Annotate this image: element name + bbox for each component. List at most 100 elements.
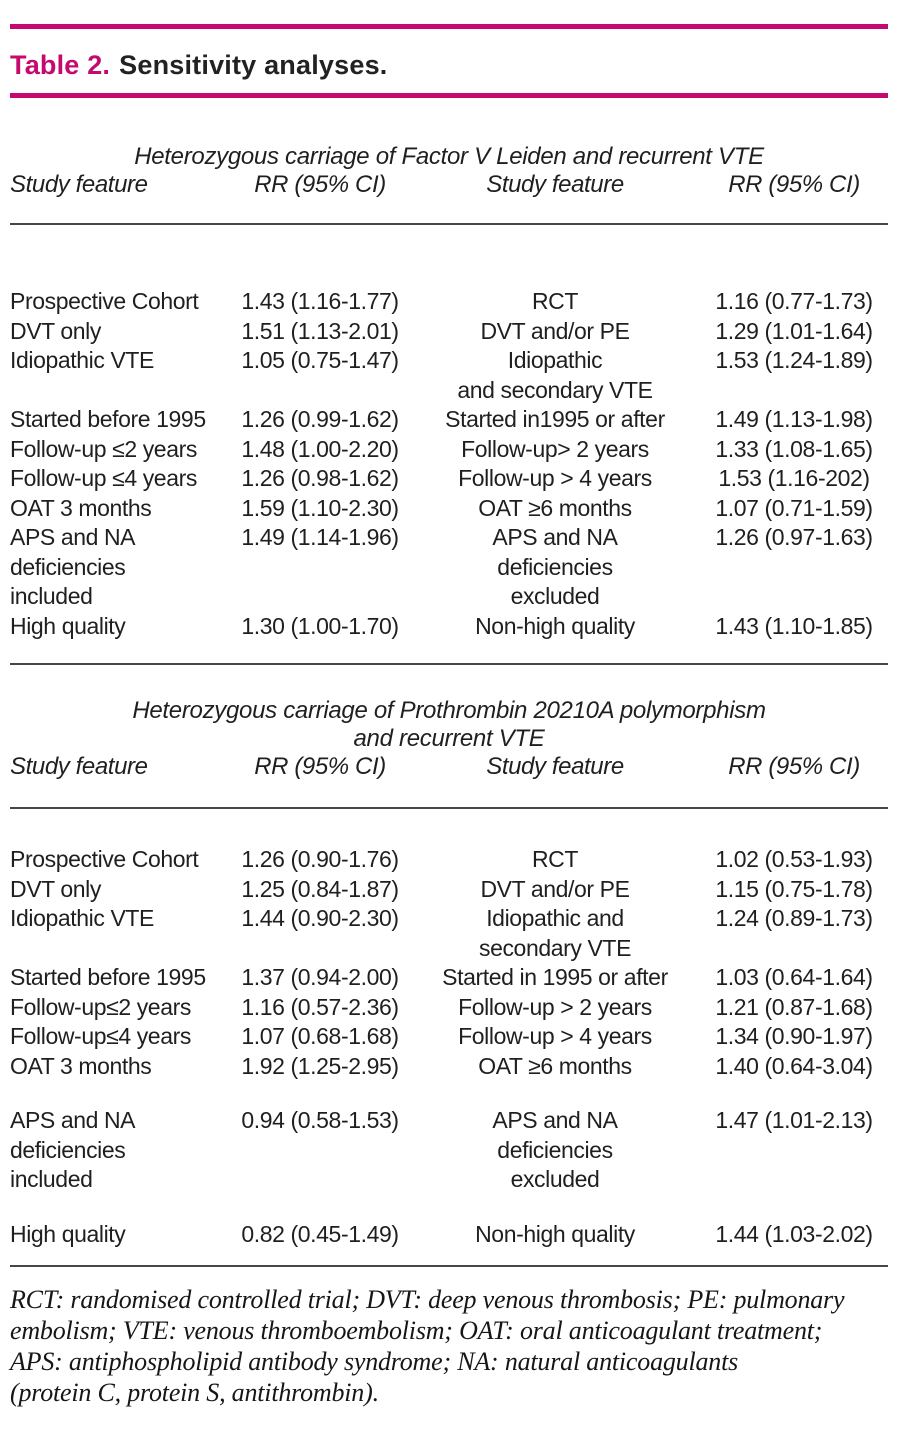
column-header: Study feature xyxy=(10,753,148,780)
rr-ci-cell: 1.53 (1.24-1.89) xyxy=(715,347,873,373)
feature-cell: DVT only xyxy=(10,317,101,344)
feature-cell: Follow-up> 2 years xyxy=(461,435,649,462)
column-header: Study feature xyxy=(486,753,624,780)
table-row: Follow-up≤2 years 1.16 (0.57-2.36) Follow-… xyxy=(10,993,888,1023)
table-2-figure: Table 2. Sensitivity analyses. Heterozygo… xyxy=(10,24,888,1408)
table-caption-text: Sensitivity analyses. xyxy=(119,50,388,80)
rr-ci-cell: 1.33 (1.08-1.65) xyxy=(715,435,873,462)
feature-cell: Follow-up≤2 years xyxy=(10,993,191,1020)
rr-ci-cell: 1.43 (1.10-1.85) xyxy=(715,612,873,639)
feature-cell: APS and NA deficiencies excluded xyxy=(492,524,618,609)
table-rule xyxy=(10,663,888,665)
rr-ci-cell: 1.15 (0.75-1.78) xyxy=(715,875,873,902)
feature-cell: Idiopathic VTE xyxy=(10,347,154,373)
rr-ci-cell: 1.30 (1.00-1.70) xyxy=(241,612,399,639)
panel-subtitle: Heterozygous carriage of Prothrombin 202… xyxy=(132,697,766,752)
panel-prothrombin-20210a: Heterozygous carriage of Prothrombin 202… xyxy=(10,697,888,1267)
column-header: RR (95% CI) xyxy=(254,171,386,198)
feature-cell: Prospective Cohort xyxy=(10,846,199,872)
rr-ci-cell: 1.02 (0.53-1.93) xyxy=(715,846,873,872)
feature-cell: Idiopathic and secondary VTE xyxy=(478,905,632,961)
rr-ci-cell: 1.92 (1.25-2.95) xyxy=(241,1052,399,1079)
rr-ci-cell: 1.49 (1.14-1.96) xyxy=(241,524,399,550)
abbreviations-footnote: RCT: randomised controlled trial; DVT: d… xyxy=(10,1285,845,1407)
feature-cell: High quality xyxy=(10,1220,126,1247)
feature-cell: DVT only xyxy=(10,875,101,902)
feature-cell: APS and NA deficiencies excluded xyxy=(492,1107,618,1192)
column-header: RR (95% CI) xyxy=(728,753,860,780)
feature-cell: Started before 1995 xyxy=(10,406,206,432)
table-row: OAT 3 months 1.92 (1.25-2.95) OAT ≥6 month… xyxy=(10,1052,888,1082)
feature-cell: Follow-up ≤4 years xyxy=(10,465,197,491)
table-body: Prospective Cohort 1.43 (1.16-1.77) RCT 1.1… xyxy=(10,287,888,641)
rr-ci-cell: 1.26 (0.99-1.62) xyxy=(241,406,399,432)
feature-cell: Started before 1995 xyxy=(10,964,206,990)
rr-ci-cell: 1.16 (0.57-2.36) xyxy=(241,993,399,1020)
column-header: Study feature xyxy=(10,171,148,198)
rr-ci-cell: 1.26 (0.90-1.76) xyxy=(241,846,399,872)
column-header: RR (95% CI) xyxy=(728,171,860,198)
table-row: High quality 1.30 (1.00-1.70) Non-high qua… xyxy=(10,612,888,642)
rr-ci-cell: 1.49 (1.13-1.98) xyxy=(715,406,873,432)
column-header: RR (95% CI) xyxy=(254,753,386,780)
table-rule xyxy=(10,807,888,809)
rr-ci-cell: 1.25 (0.84-1.87) xyxy=(241,875,399,902)
table-row: Follow-up≤4 years 1.07 (0.68-1.68) Follow-… xyxy=(10,1022,888,1052)
feature-cell: Follow-up > 4 years xyxy=(458,465,652,491)
table-rule xyxy=(10,223,888,225)
table-row: Idiopathic VTE 1.44 (0.90-2.30) Idiopathic… xyxy=(10,904,888,963)
feature-cell: Non-high quality xyxy=(475,612,635,639)
table-row: Started before 1995 1.26 (0.99-1.62) Start… xyxy=(10,405,888,435)
feature-cell: Started in 1995 or after xyxy=(442,964,668,990)
feature-cell: APS and NA deficiencies included xyxy=(10,524,136,609)
feature-cell: Idiopathic VTE xyxy=(10,905,154,931)
table-rule xyxy=(10,1265,888,1267)
rr-ci-cell: 1.37 (0.94-2.00) xyxy=(241,964,399,990)
table-row: APS and NA deficiencies included 1.49 (1.… xyxy=(10,523,888,612)
feature-cell: RCT xyxy=(531,288,579,314)
accent-rule-caption-bottom xyxy=(10,93,888,98)
feature-cell: APS and NA deficiencies included xyxy=(10,1107,136,1192)
table-row: High quality 0.82 (0.45-1.49) Non-high qua… xyxy=(10,1220,888,1250)
rr-ci-cell: 0.82 (0.45-1.49) xyxy=(241,1220,399,1247)
feature-cell: Follow-up≤4 years xyxy=(10,1023,191,1049)
accent-rule-top xyxy=(10,24,888,29)
rr-ci-cell: 1.05 (0.75-1.47) xyxy=(241,347,399,373)
table-row: Prospective Cohort 1.26 (0.90-1.76) RCT 1.0… xyxy=(10,845,888,875)
feature-cell: Prospective Cohort xyxy=(10,288,199,314)
table-row: Started before 1995 1.37 (0.94-2.00) Start… xyxy=(10,963,888,993)
feature-cell: Non-high quality xyxy=(475,1220,635,1247)
feature-cell: DVT and/or PE xyxy=(480,875,630,902)
feature-cell: Follow-up ≤2 years xyxy=(10,435,197,462)
table-row: Idiopathic VTE 1.05 (0.75-1.47) Idiopathic… xyxy=(10,346,888,405)
feature-cell: OAT 3 months xyxy=(10,494,152,521)
column-header-row: Study feature RR (95% CI) Study feature … xyxy=(10,171,888,199)
rr-ci-cell: 1.44 (0.90-2.30) xyxy=(241,905,399,931)
rr-ci-cell: 1.48 (1.00-2.20) xyxy=(241,435,399,462)
rr-ci-cell: 1.03 (0.64-1.64) xyxy=(715,964,873,990)
table-row: Follow-up ≤2 years 1.48 (1.00-2.20) Follow… xyxy=(10,435,888,465)
rr-ci-cell: 1.59 (1.10-2.30) xyxy=(241,494,399,521)
rr-ci-cell: 1.29 (1.01-1.64) xyxy=(715,317,873,344)
table-row: Prospective Cohort 1.43 (1.16-1.77) RCT 1.1… xyxy=(10,287,888,317)
feature-cell: OAT ≥6 months xyxy=(478,494,632,521)
rr-ci-cell: 1.26 (0.98-1.62) xyxy=(241,465,399,491)
feature-cell: Follow-up > 2 years xyxy=(458,993,652,1020)
column-header-row: Study feature RR (95% CI) Study feature … xyxy=(10,753,888,781)
rr-ci-cell: 1.16 (0.77-1.73) xyxy=(715,288,873,314)
rr-ci-cell: 1.47 (1.01-2.13) xyxy=(715,1107,873,1133)
rr-ci-cell: 1.21 (0.87-1.68) xyxy=(715,993,873,1020)
panel-factor-v-leiden: Heterozygous carriage of Factor V Leiden… xyxy=(10,143,888,665)
feature-cell: Follow-up > 4 years xyxy=(458,1023,652,1049)
rr-ci-cell: 1.07 (0.71-1.59) xyxy=(715,494,873,521)
feature-cell: RCT xyxy=(531,846,579,872)
table-row: DVT only 1.51 (1.13-2.01) DVT and/or PE 1.2… xyxy=(10,317,888,347)
rr-ci-cell: 1.40 (0.64-3.04) xyxy=(715,1052,873,1079)
rr-ci-cell: 0.94 (0.58-1.53) xyxy=(241,1107,399,1133)
feature-cell: Idiopathic and secondary VTE xyxy=(457,347,653,403)
feature-cell: High quality xyxy=(10,612,126,639)
rr-ci-cell: 1.43 (1.16-1.77) xyxy=(241,288,399,314)
feature-cell: OAT 3 months xyxy=(10,1052,152,1079)
table-row: Follow-up ≤4 years 1.26 (0.98-1.62) Follow… xyxy=(10,464,888,494)
rr-ci-cell: 1.24 (0.89-1.73) xyxy=(715,905,873,931)
